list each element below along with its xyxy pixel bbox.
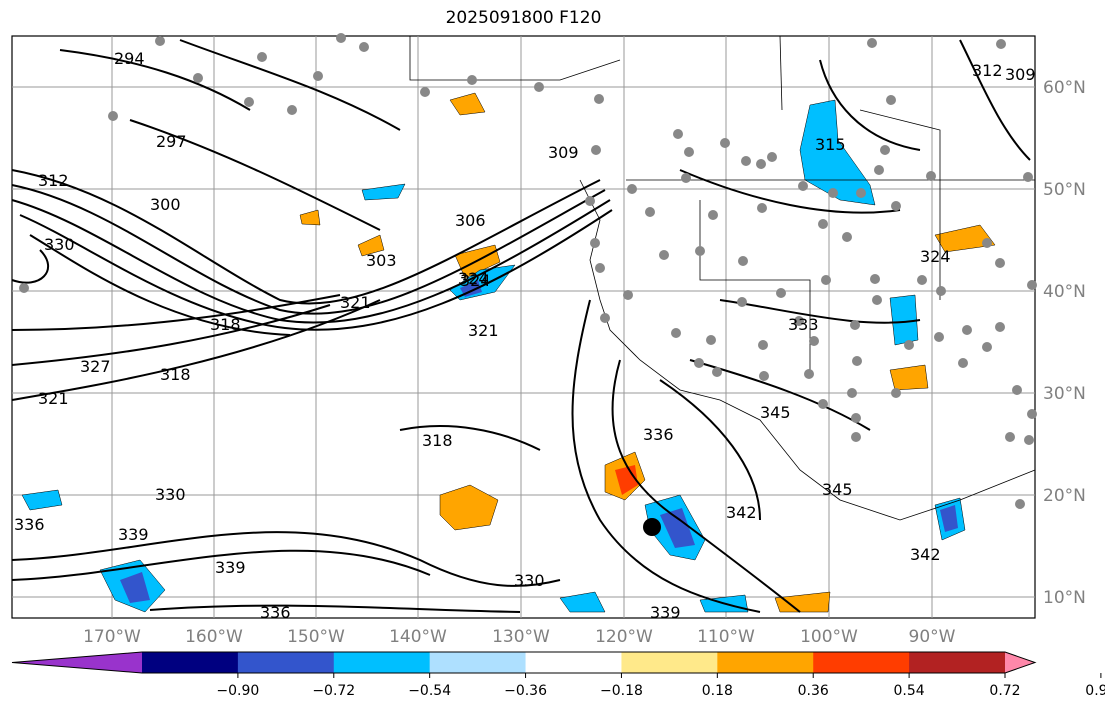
colorbar-segment: [717, 652, 814, 673]
contour-label: 330: [514, 571, 545, 590]
contour-label: 315: [815, 135, 846, 154]
contour-label: 321: [340, 293, 371, 312]
contour-label: 297: [156, 132, 187, 151]
lon-label: 110°W: [697, 627, 755, 647]
lat-label-group: 60°N 50°N 40°N 30°N 20°N 10°N: [1043, 78, 1086, 608]
contour-label: 303: [366, 251, 397, 270]
lat-label: 20°N: [1043, 486, 1086, 506]
contour-label: 318: [160, 365, 191, 384]
colorbar-tick-label: 0.90: [1085, 683, 1105, 699]
contour-label: 318: [422, 431, 453, 450]
colorbar-tick-label: −0.18: [600, 683, 643, 699]
contour-label: 330: [44, 235, 75, 254]
colorbar-segment: [142, 652, 239, 673]
colorbar-tick-label: −0.72: [312, 683, 355, 699]
contour-label: 327: [80, 357, 111, 376]
contour-label: 336: [14, 515, 45, 534]
lon-label: 100°W: [800, 627, 858, 647]
colorbar: −0.90 −0.72 −0.54 −0.36 −0.18 0.18 0.36 0.54 0.7…: [11, 651, 1105, 699]
contour-label-group: 294 297 300 303 306 309 312 315 318 321 …: [14, 49, 1036, 622]
contour-label: 342: [726, 503, 757, 522]
contour-label: 318: [210, 315, 241, 334]
contour-label: 324: [920, 247, 951, 266]
contour-label: 339: [118, 525, 149, 544]
lon-label: 170°W: [83, 627, 141, 647]
lon-label: 140°W: [389, 627, 447, 647]
lat-label: 50°N: [1043, 180, 1086, 200]
lon-label: 160°W: [185, 627, 243, 647]
lat-label: 40°N: [1043, 282, 1086, 302]
colorbar-segment: [621, 652, 718, 673]
map-title: 2025091800 F120: [445, 8, 602, 28]
contour-label: 309: [1005, 65, 1036, 84]
contour-label: 345: [760, 403, 791, 422]
shading-areas: [21, 92, 996, 613]
contour-label: 333: [788, 315, 819, 334]
contour-label: 324: [460, 271, 491, 290]
colorbar-arrow-high: [1005, 652, 1035, 673]
contour-label: 312: [38, 171, 69, 190]
contour-label: 345: [822, 480, 853, 499]
colorbar-arrow-low: [12, 652, 142, 673]
contour-label: 330: [155, 485, 186, 504]
contour-label: 336: [643, 425, 674, 444]
contour-label: 306: [455, 211, 486, 230]
contour-label: 324: [458, 269, 489, 288]
storm-center-marker: [643, 518, 661, 536]
lat-label: 10°N: [1043, 588, 1086, 608]
colorbar-tick-label: −0.90: [216, 683, 259, 699]
station-dots: [19, 33, 1037, 509]
lon-label: 150°W: [287, 627, 345, 647]
contour-label: 321: [468, 321, 499, 340]
contour-label: 339: [215, 558, 246, 577]
contour-label: 294: [114, 49, 145, 68]
colorbar-segment: [525, 652, 622, 673]
lon-label: 90°W: [909, 627, 956, 647]
colorbar-segment: [429, 652, 527, 673]
colorbar-segment: [909, 652, 1006, 673]
lon-label: 130°W: [492, 627, 550, 647]
lat-label: 30°N: [1043, 384, 1086, 404]
contour-label: 336: [260, 603, 291, 622]
colorbar-tick-label: 0.36: [798, 683, 829, 699]
colorbar-segment: [237, 652, 335, 673]
colorbar-segment: [813, 652, 910, 673]
colorbar-tick-label: 0.72: [989, 683, 1020, 699]
contour-label: 342: [910, 545, 941, 564]
colorbar-tick-label: 0.54: [894, 683, 925, 699]
contour-lines: [11, 39, 1031, 613]
colorbar-segment: [333, 652, 431, 673]
contour-label: 309: [548, 143, 579, 162]
map-frame: [11, 35, 1036, 619]
lat-label: 60°N: [1043, 78, 1086, 98]
lon-label: 120°W: [595, 627, 653, 647]
lon-label-group: 170°W 160°W 150°W 140°W 130°W 120°W 110°…: [83, 627, 956, 647]
colorbar-tick-label: 0.18: [702, 683, 733, 699]
colorbar-tick-label: −0.36: [504, 683, 547, 699]
contour-label: 300: [150, 195, 181, 214]
boundaries: [409, 35, 1036, 521]
contour-label: 312: [972, 61, 1003, 80]
colorbar-tick-label: −0.54: [408, 683, 451, 699]
contour-label: 339: [650, 603, 681, 622]
contour-label: 321: [38, 389, 69, 408]
